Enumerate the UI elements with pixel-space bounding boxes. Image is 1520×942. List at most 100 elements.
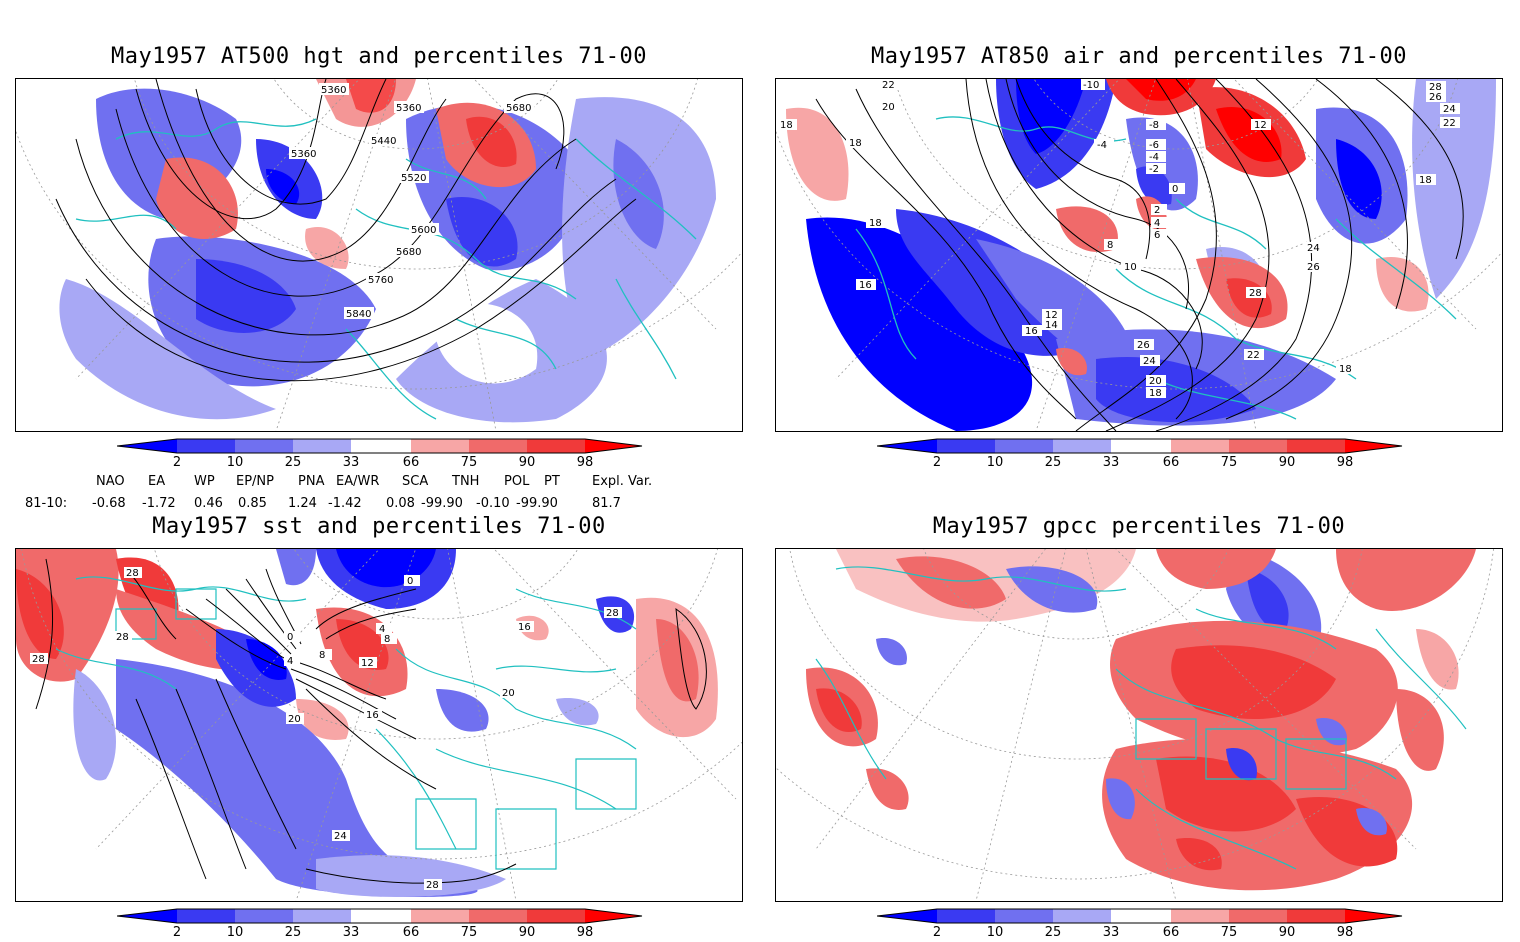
contour-label: 28 bbox=[1249, 288, 1262, 299]
map-gpcc bbox=[775, 548, 1503, 902]
tele-header: PT bbox=[544, 474, 560, 489]
contour-label: 14 bbox=[1045, 320, 1058, 331]
colorbar-tick: 10 bbox=[226, 455, 244, 470]
tele-value: -0.68 bbox=[92, 496, 126, 511]
tele-header: TNH bbox=[452, 474, 480, 489]
contour-label: 28 bbox=[126, 568, 139, 579]
map-at500-svg: 5360 5360 5680 5360 5440 5520 5600 5680 … bbox=[16, 79, 742, 431]
tele-value: 0.46 bbox=[194, 496, 223, 511]
panel-title-gpcc: May1957 gpcc percentiles 71-00 bbox=[932, 514, 1346, 539]
colorbar-tick: 10 bbox=[986, 455, 1004, 470]
colorbar-tick: 33 bbox=[1102, 925, 1120, 940]
colorbar-tick: 98 bbox=[1336, 455, 1354, 470]
contour-label: 24 bbox=[1143, 356, 1156, 367]
colorbar-tick: 33 bbox=[342, 455, 360, 470]
contour-label: 0 bbox=[407, 576, 413, 587]
tele-header: Expl. Var. bbox=[592, 474, 653, 489]
tele-value: 81.7 bbox=[592, 496, 621, 511]
contour-label: 5360 bbox=[396, 103, 421, 114]
teleconnection-table: NAO EA WP EP/NP PNA EA/WR SCA TNH POL PT… bbox=[0, 474, 760, 514]
colorbar-tick: 2 bbox=[932, 925, 942, 940]
contour-label: 26 bbox=[1307, 262, 1320, 273]
contour-label: 12 bbox=[361, 658, 374, 669]
colorbar-tick: 90 bbox=[518, 925, 536, 940]
colorbar-gpcc: 2 10 25 33 66 75 90 98 bbox=[877, 908, 1417, 942]
contour-label: 22 bbox=[1247, 350, 1260, 361]
contour-label: 20 bbox=[502, 688, 515, 699]
contour-label: 12 bbox=[1254, 120, 1267, 131]
contour-label: 22 bbox=[882, 80, 895, 91]
contour-label: 4 bbox=[1154, 218, 1160, 229]
contour-label: -4 bbox=[1097, 140, 1107, 151]
contour-label: 5520 bbox=[401, 173, 426, 184]
contour-label: 4 bbox=[379, 624, 385, 635]
contour-label: 26 bbox=[1429, 92, 1442, 103]
colorbar-tick: 98 bbox=[1336, 925, 1354, 940]
tele-header: EP/NP bbox=[236, 474, 274, 489]
contour-label: 22 bbox=[1443, 118, 1456, 129]
contour-label: 5680 bbox=[506, 103, 531, 114]
panel-title-at850: May1957 AT850 air and percentiles 71-00 bbox=[870, 44, 1408, 69]
map-sst: 28 28 28 0 0 4 8 12 4 8 16 20 16 20 28 2… bbox=[15, 548, 743, 902]
contour-label: -6 bbox=[1149, 140, 1159, 151]
colorbar-tick: 90 bbox=[1278, 925, 1296, 940]
tele-header: POL bbox=[504, 474, 530, 489]
contour-label: 24 bbox=[1307, 243, 1320, 254]
contour-label: 20 bbox=[288, 714, 301, 725]
contour-label: -2 bbox=[1149, 164, 1159, 175]
tele-header: PNA bbox=[298, 474, 325, 489]
colorbar-at850: 2 10 25 33 66 75 90 98 bbox=[877, 438, 1417, 472]
map-gpcc-svg bbox=[776, 549, 1494, 901]
colorbar-tick: 33 bbox=[1102, 455, 1120, 470]
contour-label: 20 bbox=[1149, 376, 1162, 387]
colorbar-tick: 66 bbox=[1162, 925, 1180, 940]
tele-row-label: 81-10: bbox=[25, 496, 68, 511]
contour-label: 5680 bbox=[396, 247, 421, 258]
contour-label: 8 bbox=[319, 650, 325, 661]
contour-label: 24 bbox=[334, 831, 347, 842]
tele-header: WP bbox=[194, 474, 215, 489]
colorbar-svg bbox=[117, 438, 643, 454]
tele-header: EA/WR bbox=[336, 474, 380, 489]
contour-label: -10 bbox=[1083, 80, 1099, 91]
colorbar-tick: 25 bbox=[284, 455, 302, 470]
contour-label: 4 bbox=[287, 656, 293, 667]
contour-label: 18 bbox=[780, 120, 793, 131]
colorbar-tick: 90 bbox=[518, 455, 536, 470]
contour-label: 28 bbox=[116, 632, 129, 643]
colorbar-svg bbox=[877, 908, 1403, 924]
contour-label: 28 bbox=[426, 880, 439, 891]
colorbar-tick: 75 bbox=[1220, 925, 1238, 940]
tele-value: 1.24 bbox=[288, 496, 317, 511]
contour-label: 2 bbox=[1154, 205, 1160, 216]
contour-label: 16 bbox=[1025, 326, 1038, 337]
contour-label: 18 bbox=[1149, 388, 1162, 399]
contour-label: -8 bbox=[1149, 120, 1159, 131]
contour-label: 5440 bbox=[371, 136, 396, 147]
colorbar-tick: 66 bbox=[402, 455, 420, 470]
contour-label: -4 bbox=[1149, 152, 1159, 163]
contour-label: 12 bbox=[1045, 310, 1058, 321]
colorbar-tick: 2 bbox=[172, 925, 182, 940]
colorbar-tick: 66 bbox=[1162, 455, 1180, 470]
colorbar-tick: 75 bbox=[1220, 455, 1238, 470]
contour-label: 8 bbox=[1107, 240, 1113, 251]
colorbar-tick: 90 bbox=[1278, 455, 1296, 470]
contour-label: 16 bbox=[518, 622, 531, 633]
colorbar-tick: 25 bbox=[1044, 925, 1062, 940]
contour-label: 18 bbox=[849, 138, 862, 149]
colorbar-tick: 75 bbox=[460, 925, 478, 940]
contour-label: 26 bbox=[1137, 340, 1150, 351]
panel-title-sst: May1957 sst and percentiles 71-00 bbox=[152, 514, 606, 539]
tele-header: EA bbox=[148, 474, 166, 489]
contour-label: 5360 bbox=[321, 85, 346, 96]
colorbar-tick: 25 bbox=[284, 925, 302, 940]
map-at850-air: 22 20 -10 28 26 24 22 18 18 -8 12 -6 -4 … bbox=[775, 78, 1503, 432]
contour-label: 0 bbox=[287, 632, 293, 643]
tele-header: SCA bbox=[402, 474, 429, 489]
tele-value: -1.42 bbox=[328, 496, 362, 511]
map-at500-hgt: 5360 5360 5680 5360 5440 5520 5600 5680 … bbox=[15, 78, 743, 432]
contour-label: 20 bbox=[882, 102, 895, 113]
colorbar-svg bbox=[117, 908, 643, 924]
contour-label: 8 bbox=[384, 634, 390, 645]
